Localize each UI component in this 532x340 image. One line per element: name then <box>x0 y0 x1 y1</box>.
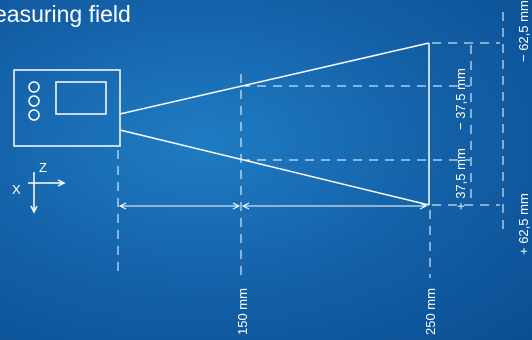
distance-arrow-250-head-right <box>419 202 428 210</box>
field-lower-edge <box>119 129 430 206</box>
distance-arrow-150-head-left <box>118 202 127 210</box>
distance-arrow-250-head-left <box>241 202 250 210</box>
label-outer-plus: + 62,5 mm <box>516 193 531 255</box>
sensor-led-middle <box>28 95 40 107</box>
axis-x-arrowhead <box>30 205 38 214</box>
sensor-led-top <box>28 81 40 93</box>
axis-z-arrowhead <box>57 179 66 187</box>
field-upper-edge <box>119 42 430 115</box>
label-outer-minus: − 62,5 mm <box>516 0 531 62</box>
label-distance-150: 150 mm <box>235 288 250 335</box>
diagram-title: easuring field <box>0 1 131 27</box>
label-distance-250: 250 mm <box>423 288 438 335</box>
axis-x-label: X <box>12 182 21 197</box>
axis-z-label: Z <box>39 160 47 175</box>
distance-arrow-150-head-right <box>232 202 241 210</box>
sensor-body <box>13 69 121 147</box>
label-inner-minus: − 37,5 mm <box>453 68 468 130</box>
label-inner-plus: + 37,5 mm <box>453 148 468 210</box>
sensor-led-bottom <box>28 109 40 121</box>
sensor-window <box>55 81 107 115</box>
